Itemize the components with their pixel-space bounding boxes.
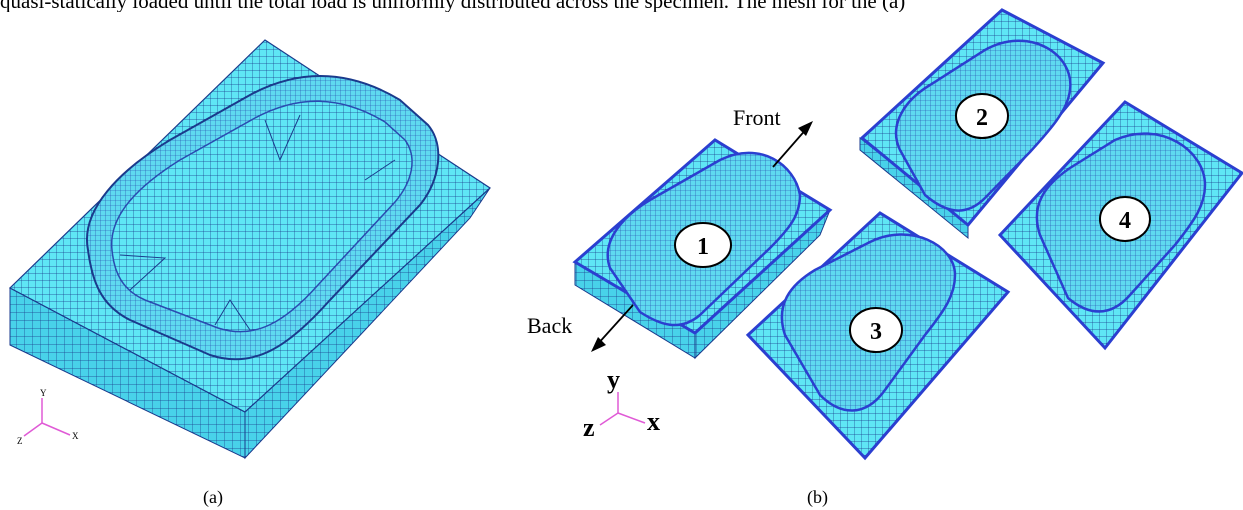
panel-a-axis-y: Y: [40, 388, 47, 398]
back-arrow: [591, 304, 634, 352]
part-1-number: 1: [697, 234, 709, 260]
part-4-badge: 4: [1099, 196, 1151, 242]
panel-b-axis-x: x: [647, 407, 660, 436]
caption-fragment: quasi-statically loaded until the total …: [0, 0, 906, 12]
part-2-number: 2: [976, 105, 988, 131]
part-4-number: 4: [1119, 208, 1131, 234]
part-3-number: 3: [870, 319, 882, 345]
panel-a-axis-triad: Y X Z: [17, 388, 79, 446]
part-3-badge: 3: [849, 307, 903, 353]
panel-b-label: (b): [807, 487, 828, 508]
back-label: Back: [527, 313, 572, 338]
front-label: Front: [733, 105, 781, 130]
panel-a-label: (a): [203, 487, 223, 508]
part-2-badge: 2: [955, 93, 1009, 139]
panel-a-mesh: [8, 39, 491, 460]
front-arrow: [772, 121, 813, 168]
panel-b-axis-y: y: [607, 365, 620, 394]
part-1-badge: 1: [674, 222, 732, 268]
panel-b-axis-z: z: [583, 413, 595, 442]
panel-b-axis-triad: y x z: [583, 365, 660, 442]
panel-a-axis-z: Z: [17, 436, 23, 446]
panel-a-axis-x: X: [72, 431, 79, 441]
